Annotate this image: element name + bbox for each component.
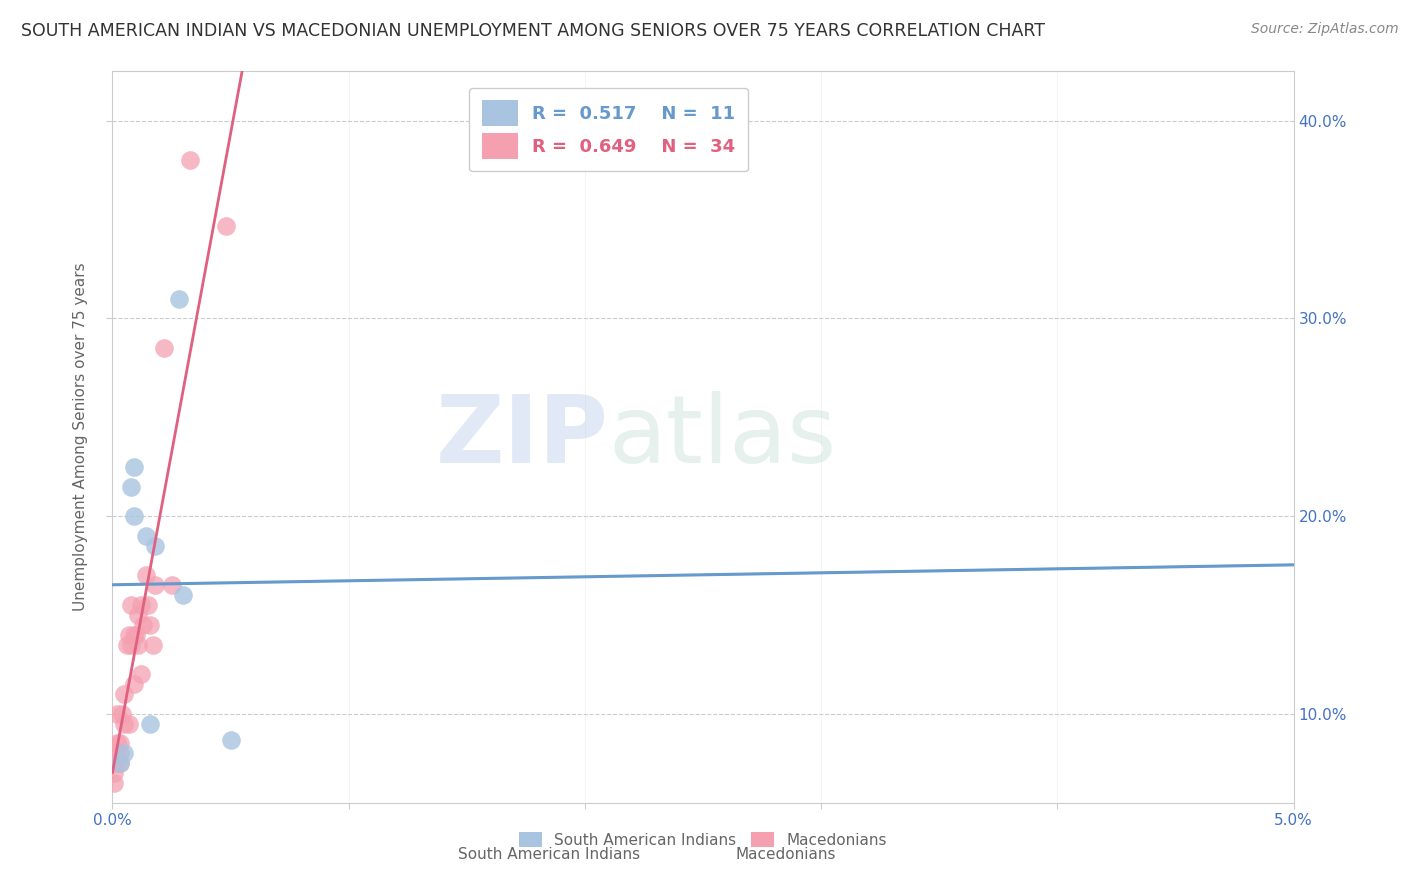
Point: [105, 737, 128, 751]
Point: [122, 459, 145, 474]
Point: [120, 638, 142, 652]
Point: [143, 578, 166, 592]
Point: [103, 776, 125, 790]
Point: [122, 677, 145, 691]
Point: [108, 737, 131, 751]
Point: [127, 607, 149, 622]
Text: atlas: atlas: [609, 391, 837, 483]
Point: [135, 568, 157, 582]
Y-axis label: Unemployment Among Seniors over 75 years: Unemployment Among Seniors over 75 years: [73, 263, 89, 611]
Point: [112, 687, 135, 701]
Legend: South American Indians, Macedonians: South American Indians, Macedonians: [513, 825, 893, 854]
Point: [172, 588, 194, 602]
Point: [105, 706, 128, 721]
Point: [118, 716, 141, 731]
Point: [111, 706, 134, 721]
Point: [135, 529, 157, 543]
Point: [219, 732, 242, 747]
Point: [142, 638, 165, 652]
Point: [139, 716, 162, 731]
Point: [120, 598, 142, 612]
Point: [120, 479, 142, 493]
Text: SOUTH AMERICAN INDIAN VS MACEDONIAN UNEMPLOYMENT AMONG SENIORS OVER 75 YEARS COR: SOUTH AMERICAN INDIAN VS MACEDONIAN UNEM…: [21, 22, 1045, 40]
Point: [108, 756, 131, 771]
Text: South American Indians: South American Indians: [458, 847, 641, 862]
Point: [139, 618, 162, 632]
Text: Source: ZipAtlas.com: Source: ZipAtlas.com: [1251, 22, 1399, 37]
Point: [118, 628, 141, 642]
Point: [103, 766, 125, 780]
Point: [112, 747, 135, 761]
Point: [127, 638, 149, 652]
Point: [143, 539, 166, 553]
Point: [167, 292, 190, 306]
Point: [129, 598, 152, 612]
Point: [179, 153, 201, 168]
Point: [108, 756, 131, 771]
Point: [122, 509, 145, 524]
Text: ZIP: ZIP: [436, 391, 609, 483]
Point: [104, 756, 127, 771]
Point: [122, 628, 145, 642]
Point: [112, 716, 135, 731]
Point: [125, 628, 148, 642]
Point: [108, 747, 131, 761]
Point: [115, 638, 138, 652]
Point: [215, 219, 238, 233]
Point: [132, 618, 155, 632]
Point: [104, 747, 127, 761]
Point: [136, 598, 159, 612]
Point: [160, 578, 183, 592]
Point: [153, 341, 176, 355]
Point: [129, 667, 152, 681]
Text: Macedonians: Macedonians: [735, 847, 837, 862]
